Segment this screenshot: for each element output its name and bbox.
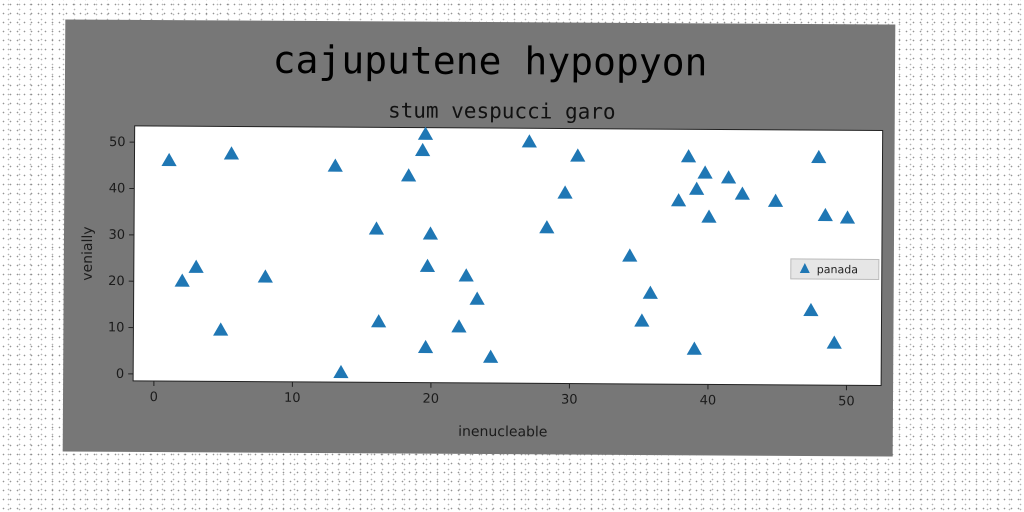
data-point-triangle (417, 339, 434, 354)
x-tick-label: 30 (561, 393, 578, 408)
data-point-triangle (483, 349, 499, 363)
y-tick-label: 30 (108, 228, 125, 243)
chart-title: cajuputene hypopyon (273, 38, 708, 85)
data-point-triangle (767, 193, 784, 207)
legend-marker-panada (799, 262, 810, 274)
y-tick-label: 10 (108, 320, 125, 335)
data-point-triangle (622, 248, 638, 262)
x-tick-label: 50 (838, 394, 855, 409)
data-point-triangle (839, 210, 856, 224)
data-point-triangle (817, 207, 833, 222)
y-tick-label: 50 (109, 135, 126, 150)
data-point-triangle (701, 209, 717, 223)
data-point-triangle (327, 158, 343, 172)
data-point-triangle (469, 291, 485, 305)
data-point-triangle (371, 314, 387, 328)
chart-subtitle: stum vespucci garo (388, 98, 616, 123)
legend: panada (790, 258, 880, 280)
data-point-triangle (686, 341, 702, 355)
data-point-triangle (670, 193, 687, 207)
data-point-triangle (368, 221, 385, 235)
data-point-triangle (634, 313, 650, 327)
data-point-triangle (539, 220, 555, 234)
data-point-triangle (811, 149, 827, 164)
y-tick-label: 0 (116, 367, 124, 382)
data-point-triangle (570, 148, 586, 162)
data-point-triangle (223, 146, 240, 160)
x-tick-label: 0 (150, 390, 158, 405)
data-point-triangle (401, 168, 417, 182)
data-point-triangle (174, 273, 190, 287)
data-point-triangle (257, 269, 273, 283)
x-tick-label: 10 (284, 391, 301, 406)
data-point-triangle (333, 364, 349, 379)
data-point-triangle (417, 126, 434, 140)
data-point-triangle (422, 226, 439, 240)
data-point-triangle (680, 149, 697, 163)
data-point-triangle (458, 268, 474, 282)
legend-box (790, 258, 880, 280)
data-point-triangle (557, 185, 573, 199)
y-tick-label: 40 (109, 181, 126, 196)
data-point-triangle (720, 170, 737, 184)
chart-figure: cajuputene hypopyon stum vespucci garo 0… (62, 19, 896, 457)
data-point-triangle (642, 285, 658, 299)
data-point-triangle (734, 186, 750, 200)
data-point-triangle (188, 259, 204, 273)
data-point-triangle (826, 335, 842, 349)
data-point-triangle (451, 319, 467, 333)
data-point-triangle (689, 181, 705, 195)
y-tick-label: 20 (108, 274, 125, 289)
data-point-triangle (697, 165, 713, 179)
data-point-triangle (419, 258, 436, 273)
data-point-triangle (213, 322, 229, 336)
plot-area (132, 125, 884, 386)
data-point-triangle (803, 302, 819, 317)
y-axis: 0 10 20 30 40 50 (108, 135, 135, 382)
data-point-triangle (161, 152, 177, 167)
y-axis-label: venially (80, 226, 96, 280)
data-points (161, 126, 856, 379)
x-axis: 0 10 20 30 40 50 (150, 381, 855, 409)
x-axis-label: inenucleable (458, 424, 547, 441)
data-point-triangle (415, 142, 431, 157)
scatter-chart: cajuputene hypopyon stum vespucci garo 0… (80, 38, 884, 441)
data-point-triangle (521, 134, 537, 148)
legend-label-panada: panada (817, 263, 858, 276)
x-tick-label: 20 (423, 392, 440, 407)
x-tick-label: 40 (700, 393, 717, 408)
